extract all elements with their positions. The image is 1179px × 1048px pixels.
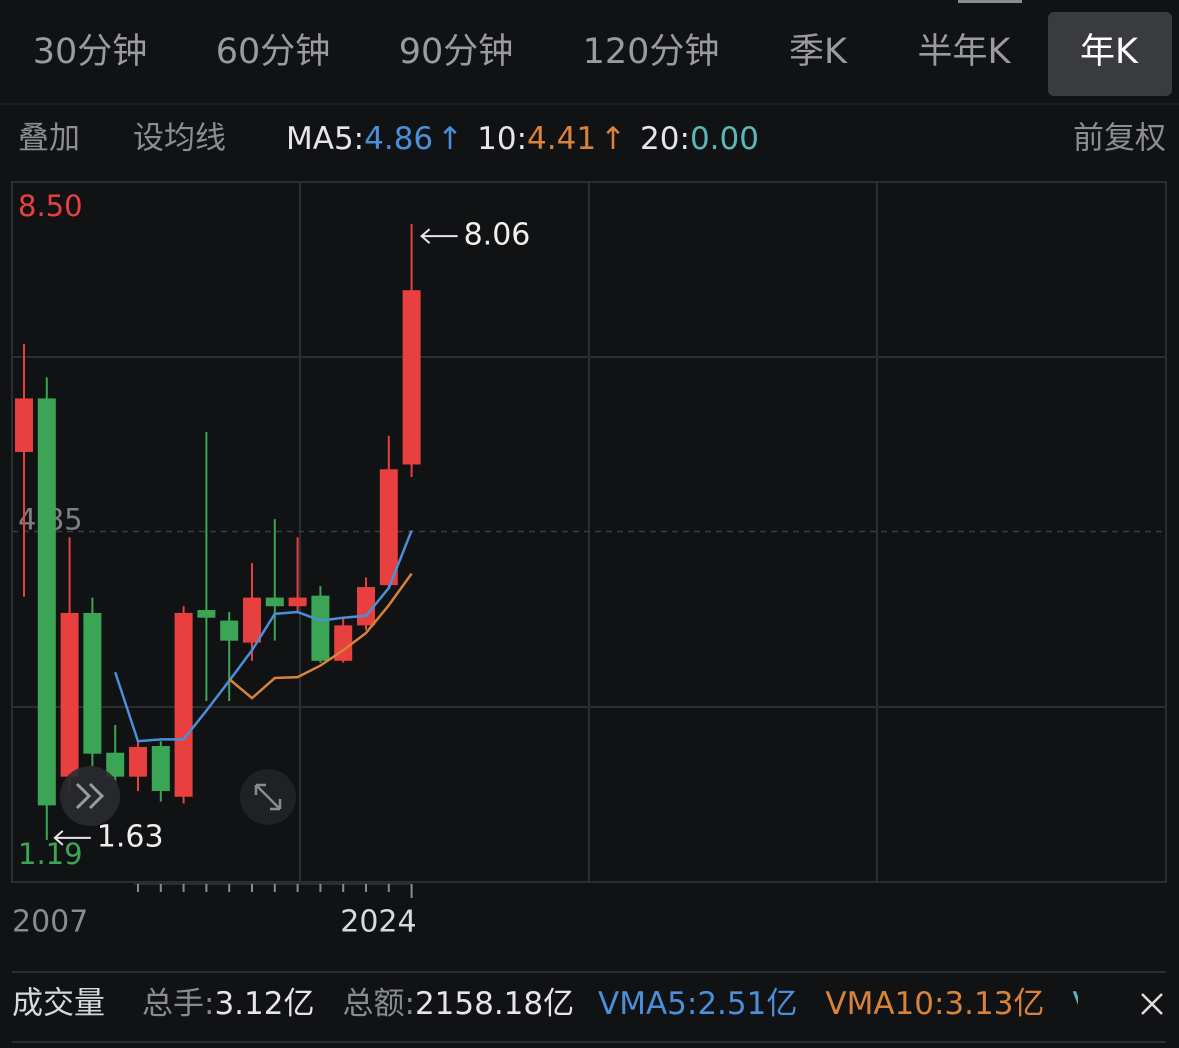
volume-label: 总额: xyxy=(342,986,414,1022)
ma-line xyxy=(228,572,413,700)
vma-value: VMA10:3.13亿 xyxy=(825,986,1044,1022)
vma-group: VMA5:2.51亿 VMA10:3.13亿 VMA20: xyxy=(598,986,1179,1022)
ma-name: MA5: xyxy=(286,121,364,157)
candle-body xyxy=(402,290,421,465)
period-tab[interactable]: 90分钟 xyxy=(399,32,514,72)
expand-icon xyxy=(254,783,282,811)
expand-button[interactable] xyxy=(240,769,296,825)
period-tab[interactable]: 季K xyxy=(789,32,848,72)
collapse-button[interactable] xyxy=(60,766,120,826)
y-tick-label: 8.50 xyxy=(18,189,83,223)
volume-label: 总手: xyxy=(142,986,214,1022)
max-label: 8.06 xyxy=(464,218,531,253)
period-tab[interactable]: 年K xyxy=(1080,32,1139,72)
candle-body xyxy=(288,597,307,607)
candle-body xyxy=(37,398,56,806)
ma-line xyxy=(114,530,413,743)
x-tick-label: 2024 xyxy=(340,905,416,940)
candle-body xyxy=(15,398,33,453)
adjust-button[interactable]: 前复权 xyxy=(1073,121,1166,157)
max-arrow xyxy=(420,228,458,244)
candle-body xyxy=(379,469,398,586)
ma-legend: MA5:4.86 ↑ 10:4.41 ↑ 20:0.00 xyxy=(286,121,759,157)
period-tab[interactable]: 半年K xyxy=(918,32,1012,72)
volume-info: 总手:3.12亿 总额:2158.18亿 VMA5:2.51亿 VMA10:3.13亿… xyxy=(142,986,1179,1022)
chevrons-icon xyxy=(75,782,105,810)
ma-trend: ↑ xyxy=(437,121,463,157)
top-indicator xyxy=(958,0,1022,3)
min-label: 1.63 xyxy=(97,819,164,854)
candle-body xyxy=(83,612,102,754)
ma-name: 10: xyxy=(477,121,527,157)
vma-value: VMA20: xyxy=(1072,986,1179,1022)
close-button[interactable] xyxy=(1141,993,1163,1015)
vma-line: VMA5:2.51亿 VMA10:3.13亿 VMA20: xyxy=(598,986,1179,1022)
ma-setting-button[interactable]: 设均线 xyxy=(133,121,226,157)
volume-title: 成交量 xyxy=(12,986,105,1022)
ma-name: 20: xyxy=(640,121,690,157)
period-tabs: 30分钟 60分钟 90分钟 120分钟 季K 半年K 年K xyxy=(33,12,1172,96)
candle-body xyxy=(60,612,79,777)
period-tab[interactable]: 30分钟 xyxy=(33,32,148,72)
candle-body xyxy=(220,620,239,641)
candle-body xyxy=(311,595,330,661)
volume-value: 2158.18亿 xyxy=(415,986,574,1022)
candle-body xyxy=(129,746,147,777)
volume-line: 总手:3.12亿 总额:2158.18亿 xyxy=(142,986,574,1022)
x-tick-label: 2007 xyxy=(12,905,88,940)
candle-body xyxy=(197,610,216,618)
period-tab[interactable]: 120分钟 xyxy=(583,32,720,72)
candle-body xyxy=(243,597,261,643)
candle-body xyxy=(174,612,193,797)
candle-body xyxy=(265,597,284,607)
y-tick-label: 1.19 xyxy=(18,837,83,871)
ma-trend: ↑ xyxy=(600,121,626,157)
ma-value: 4.41 xyxy=(527,121,596,157)
ma-value: 4.86 xyxy=(364,121,433,157)
selected-tab-bg xyxy=(1048,12,1172,96)
volume-value: 3.12亿 xyxy=(214,986,314,1022)
candle-body xyxy=(151,746,170,792)
overlay-button[interactable]: 叠加 xyxy=(18,121,80,157)
close-icon xyxy=(1141,993,1163,1015)
ma-value: 0.00 xyxy=(690,121,759,157)
period-tab[interactable]: 60分钟 xyxy=(216,32,331,72)
min-arrow xyxy=(53,830,91,846)
vma-value: VMA5:2.51亿 xyxy=(598,986,797,1022)
candle-body xyxy=(106,752,125,777)
